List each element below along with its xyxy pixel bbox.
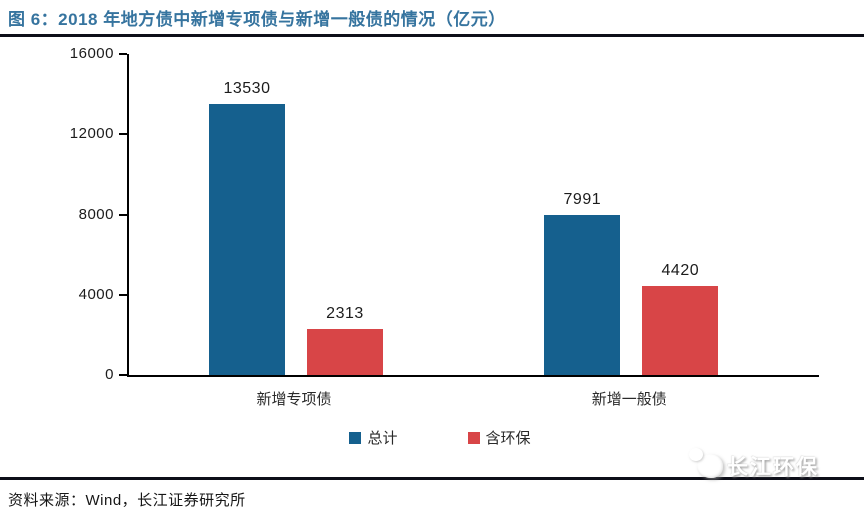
legend-item-总计: 总计	[349, 427, 398, 448]
legend: 总计 含环保	[130, 427, 750, 448]
bar-value-label: 7991	[563, 190, 602, 208]
legend-swatch-icon	[467, 431, 480, 444]
bar-value-label: 13530	[223, 79, 271, 97]
publisher-logo-icon	[689, 448, 723, 478]
bar-总计-新增一般债	[544, 214, 621, 375]
bar-含环保-新增一般债	[642, 286, 719, 375]
y-tick-mark	[119, 374, 127, 376]
y-tick-mark	[119, 213, 127, 216]
title-divider	[0, 34, 864, 37]
y-tick-label: 4000	[78, 285, 114, 303]
source-note: 资料来源：Wind，长江证券研究所	[8, 492, 246, 509]
watermark-text: 长江环保	[727, 456, 819, 479]
y-tick-mark	[119, 133, 127, 136]
legend-item-含环保: 含环保	[467, 427, 531, 448]
y-tick-mark	[119, 53, 127, 55]
y-tick-mark	[119, 293, 127, 296]
x-category-label: 新增一般债	[591, 391, 667, 408]
bar-总计-新增专项债	[208, 103, 285, 375]
bar-value-label: 4420	[661, 262, 700, 280]
bar-含环保-新增专项债	[306, 328, 383, 375]
footer-divider	[0, 477, 864, 480]
y-tick-label: 8000	[78, 205, 114, 223]
bar-value-label: 2313	[326, 304, 364, 322]
y-tick-label: 0	[105, 366, 114, 383]
plot-area: 13530 2313 7991 4420	[127, 54, 819, 377]
x-category-label: 新增专项债	[256, 391, 332, 408]
legend-label: 总计	[367, 430, 398, 447]
y-tick-label: 16000	[69, 45, 114, 62]
legend-label: 含环保	[485, 430, 531, 447]
y-tick-label: 12000	[69, 125, 114, 143]
chart-title: 图 6：2018 年地方债中新增专项债与新增一般债的情况（亿元）	[8, 10, 506, 29]
legend-swatch-icon	[349, 431, 362, 444]
watermark: 长江环保	[689, 446, 862, 486]
